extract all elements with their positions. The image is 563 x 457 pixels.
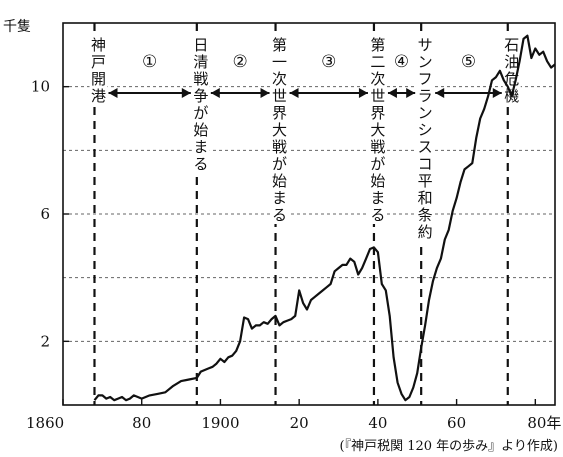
period-arrows	[108, 88, 502, 98]
period-label: ⑤	[461, 52, 476, 72]
period-label: ③	[321, 52, 336, 72]
period-arrow-head-right	[406, 88, 416, 98]
event-label-background	[368, 35, 387, 224]
chart-text: 千隻 (『神戸税関 120 年の歩み』より作成) 1860 80 1900 20 40 6…	[3, 19, 561, 454]
event-label: 第二次世界大戦が始まる	[370, 36, 385, 224]
x-tick-label: 60	[447, 414, 466, 432]
series-line	[93, 34, 556, 402]
period-label: ①	[142, 52, 157, 72]
period-arrow-head-left	[435, 88, 445, 98]
event-label-background	[416, 35, 435, 241]
x-tick-label: 40	[368, 414, 387, 432]
event-label: サンフランシスコ平和条約	[418, 36, 433, 241]
period-label: ④	[394, 52, 409, 72]
x-tick-label: 80	[132, 414, 151, 432]
y-tick-label: 2	[40, 332, 50, 350]
period-arrow-head-right	[260, 88, 270, 98]
x-tick-label: 20	[290, 414, 309, 432]
x-tick-label: 1900	[201, 414, 239, 432]
period-arrow-head-left	[210, 88, 220, 98]
period-arrow-head-right	[492, 88, 502, 98]
y-tick-label: 6	[40, 205, 50, 223]
grid-lines	[63, 22, 555, 342]
x-tick-label: 1860	[26, 414, 64, 432]
event-label: 石油危機	[504, 36, 519, 105]
event-label-background	[191, 35, 210, 173]
event-label-background	[270, 35, 289, 224]
period-arrow-head-right	[181, 88, 191, 98]
period-arrow-head-left	[108, 88, 118, 98]
source-caption: (『神戸税関 120 年の歩み』より作成)	[340, 439, 558, 454]
x-tick-label: 80年	[527, 414, 561, 432]
y-axis-unit-label: 千隻	[3, 19, 31, 35]
axis-ticks	[62, 85, 537, 405]
event-label: 第一次世界大戦が始まる	[272, 36, 287, 224]
event-label: 日清戦争が始まる	[193, 36, 208, 173]
period-arrow-head-right	[358, 88, 368, 98]
event-label: 神戸開港	[91, 36, 106, 105]
event-lines	[89, 23, 521, 405]
period-arrow-head-left	[387, 88, 397, 98]
period-arrow-head-left	[289, 88, 299, 98]
period-label: ②	[233, 52, 248, 72]
event-label-background	[89, 35, 108, 105]
y-tick-label: 10	[31, 78, 50, 96]
